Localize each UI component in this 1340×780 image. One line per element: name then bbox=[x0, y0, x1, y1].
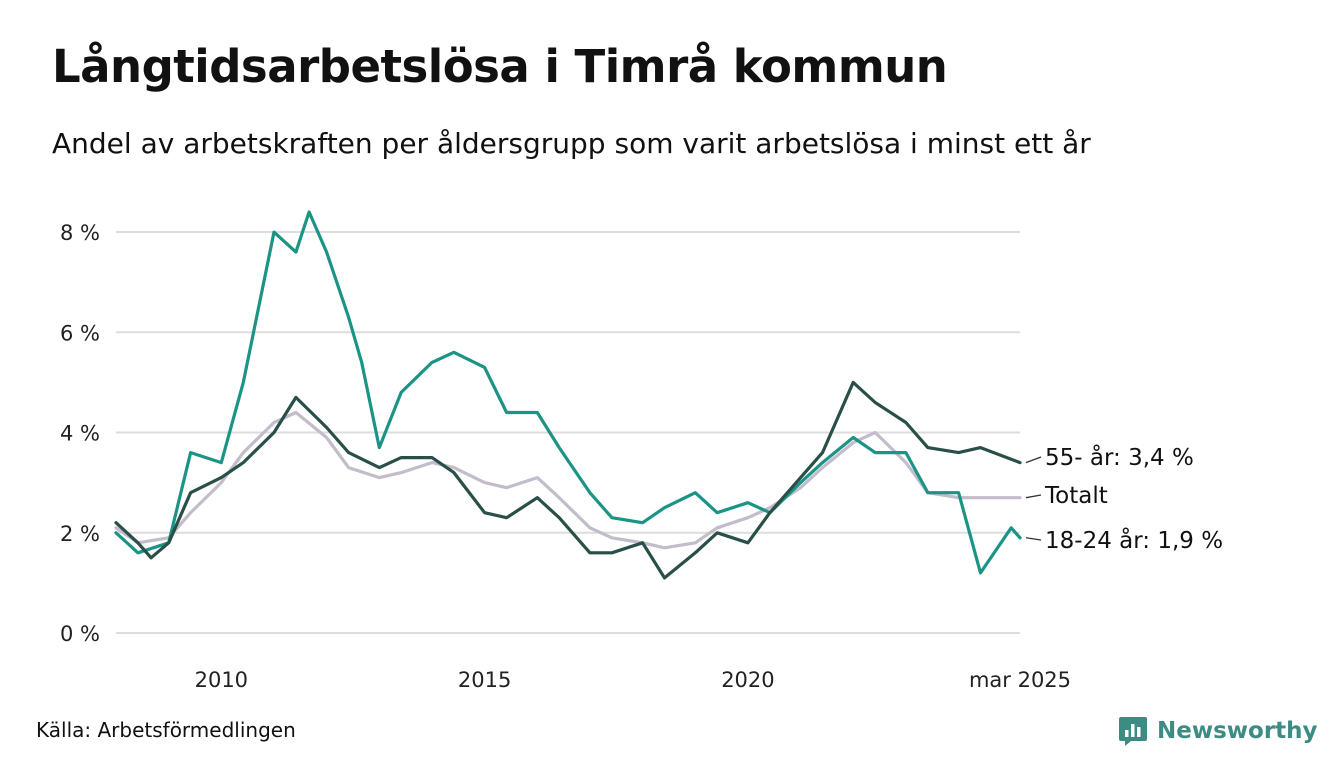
series-lines bbox=[114, 210, 1022, 580]
series-line-age_18_24 bbox=[114, 210, 1022, 575]
y-tick-label: 2 % bbox=[60, 522, 100, 546]
y-tick-label: 0 % bbox=[60, 622, 100, 646]
x-axis-tick-labels: 2010 2015 2020 mar 2025 bbox=[195, 668, 1071, 692]
y-tick-label: 6 % bbox=[60, 321, 100, 345]
gridlines bbox=[116, 231, 1020, 634]
y-tick-label: 4 % bbox=[60, 422, 100, 446]
end-label-totalt: Totalt bbox=[1044, 483, 1108, 509]
x-tick-label: 2015 bbox=[458, 668, 511, 692]
brand-logo: Newsworthy bbox=[1118, 713, 1318, 749]
end-labels: 55- år: 3,4 % Totalt 18-24 år: 1,9 % bbox=[1025, 443, 1223, 554]
bar-chart-speech-bubble-icon bbox=[1119, 717, 1147, 746]
y-axis-tick-labels: 0 % 2 % 4 % 6 % 8 % bbox=[60, 221, 100, 646]
chart-subtitle: Andel av arbetskraften per åldersgrupp s… bbox=[52, 127, 1091, 160]
end-label-age_55: 55- år: 3,4 % bbox=[1045, 443, 1194, 471]
x-tick-label: 2010 bbox=[195, 668, 248, 692]
end-label-age_18_24: 18-24 år: 1,9 % bbox=[1045, 526, 1223, 554]
y-tick-label: 8 % bbox=[60, 221, 100, 245]
brand-name: Newsworthy bbox=[1157, 718, 1318, 744]
end-label-connector bbox=[1025, 456, 1042, 464]
end-label-connector bbox=[1025, 537, 1042, 541]
end-label-connector bbox=[1025, 494, 1042, 499]
series-line-age_55 bbox=[114, 380, 1022, 580]
source-note: Källa: Arbetsförmedlingen bbox=[36, 718, 296, 742]
series-line-totalt bbox=[114, 410, 1022, 550]
x-tick-label: mar 2025 bbox=[969, 668, 1071, 692]
x-tick-label: 2020 bbox=[721, 668, 774, 692]
chart-title: Långtidsarbetslösa i Timrå kommun bbox=[52, 40, 948, 93]
